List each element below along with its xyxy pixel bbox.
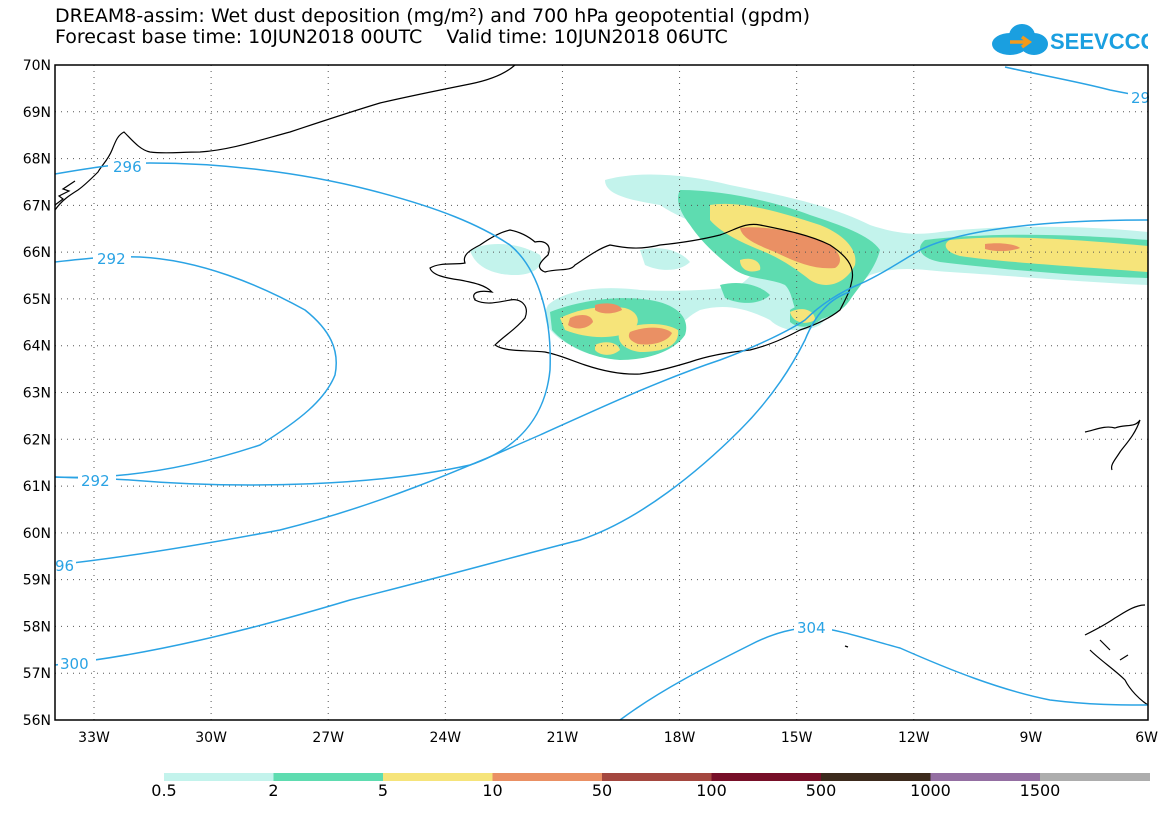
colorbar-tick-label: 2 <box>268 781 279 800</box>
colorbar-tick-label: 1000 <box>910 781 951 800</box>
colorbar-swatch <box>164 773 274 781</box>
longitude-label: 18W <box>664 730 696 746</box>
seevccc-logo: SEEVCCC <box>992 24 1148 55</box>
contour-label: 296 <box>113 158 142 176</box>
colorbar-tick-label: 0.5 <box>151 781 177 800</box>
cloud-icon <box>992 24 1048 55</box>
longitude-label: 9W <box>1020 730 1043 746</box>
longitude-labels: 33W 30W 27W 24W 21W 18W 15W 12W 9W 6W <box>78 730 1158 746</box>
colorbar <box>164 773 1150 781</box>
deposition-shading <box>470 174 1148 360</box>
longitude-label: 12W <box>898 730 930 746</box>
colorbar-tick-label: 500 <box>805 781 837 800</box>
colorbar-swatch <box>1040 773 1150 781</box>
colorbar-tick-label: 5 <box>377 781 389 800</box>
logo-text: SEEVCCC <box>1050 29 1148 54</box>
map-subtitle: Forecast base time: 10JUN2018 00UTC Vali… <box>55 26 728 48</box>
colorbar-swatch <box>930 773 1041 781</box>
latitude-label: 65N <box>23 292 51 308</box>
colorbar-tick-label: 50 <box>591 781 613 800</box>
latitude-label: 62N <box>23 432 51 448</box>
latitude-label: 69N <box>23 105 51 121</box>
longitude-label: 21W <box>547 730 579 746</box>
longitude-label: 33W <box>78 730 110 746</box>
contour-label: 29 <box>1131 89 1150 107</box>
contour-label: 300 <box>60 655 89 673</box>
map-frame <box>54 64 1149 721</box>
colorbar-swatch <box>821 773 931 781</box>
contour-labels: 296 292 292 96 300 304 29 <box>52 89 1150 673</box>
longitude-label: 30W <box>195 730 227 746</box>
colorbar-tick-label: 100 <box>696 781 727 800</box>
latitude-label: 60N <box>23 526 51 542</box>
colorbar-swatch <box>711 773 822 781</box>
colorbar-swatch <box>273 773 384 781</box>
colorbar-tick-label: 10 <box>482 781 503 800</box>
longitude-label: 27W <box>312 730 344 746</box>
map-title: DREAM8-assim: Wet dust deposition (mg/m²… <box>55 5 811 27</box>
contour-label: 96 <box>55 557 74 575</box>
longitude-label: 6W <box>1135 730 1158 746</box>
latitude-label: 68N <box>23 152 51 168</box>
latitude-label: 58N <box>23 619 51 635</box>
longitude-label: 15W <box>781 730 813 746</box>
contour-label: 304 <box>797 619 826 637</box>
contour-label: 292 <box>81 472 110 490</box>
colorbar-swatch <box>492 773 603 781</box>
latitude-label: 57N <box>23 666 51 682</box>
geopotential-contours <box>54 66 1149 721</box>
latitude-label: 67N <box>23 198 51 214</box>
colorbar-swatch <box>383 773 493 781</box>
coastline <box>54 64 1149 706</box>
latitude-label: 56N <box>23 713 51 729</box>
colorbar-swatch <box>602 773 712 781</box>
latitude-label: 66N <box>23 245 51 261</box>
graticule <box>55 65 1148 720</box>
latitude-label: 61N <box>23 479 51 495</box>
latitude-label: 59N <box>23 573 51 589</box>
latitude-label: 64N <box>23 339 51 355</box>
latitude-labels: 70N 69N 68N 67N 66N 65N 64N 63N 62N 61N 60N 59N 58N 5… <box>23 58 51 729</box>
colorbar-tick-label: 1500 <box>1019 781 1061 800</box>
latitude-label: 70N <box>23 58 51 74</box>
longitude-label: 24W <box>429 730 461 746</box>
contour-label: 292 <box>97 250 126 268</box>
latitude-label: 63N <box>23 386 51 402</box>
